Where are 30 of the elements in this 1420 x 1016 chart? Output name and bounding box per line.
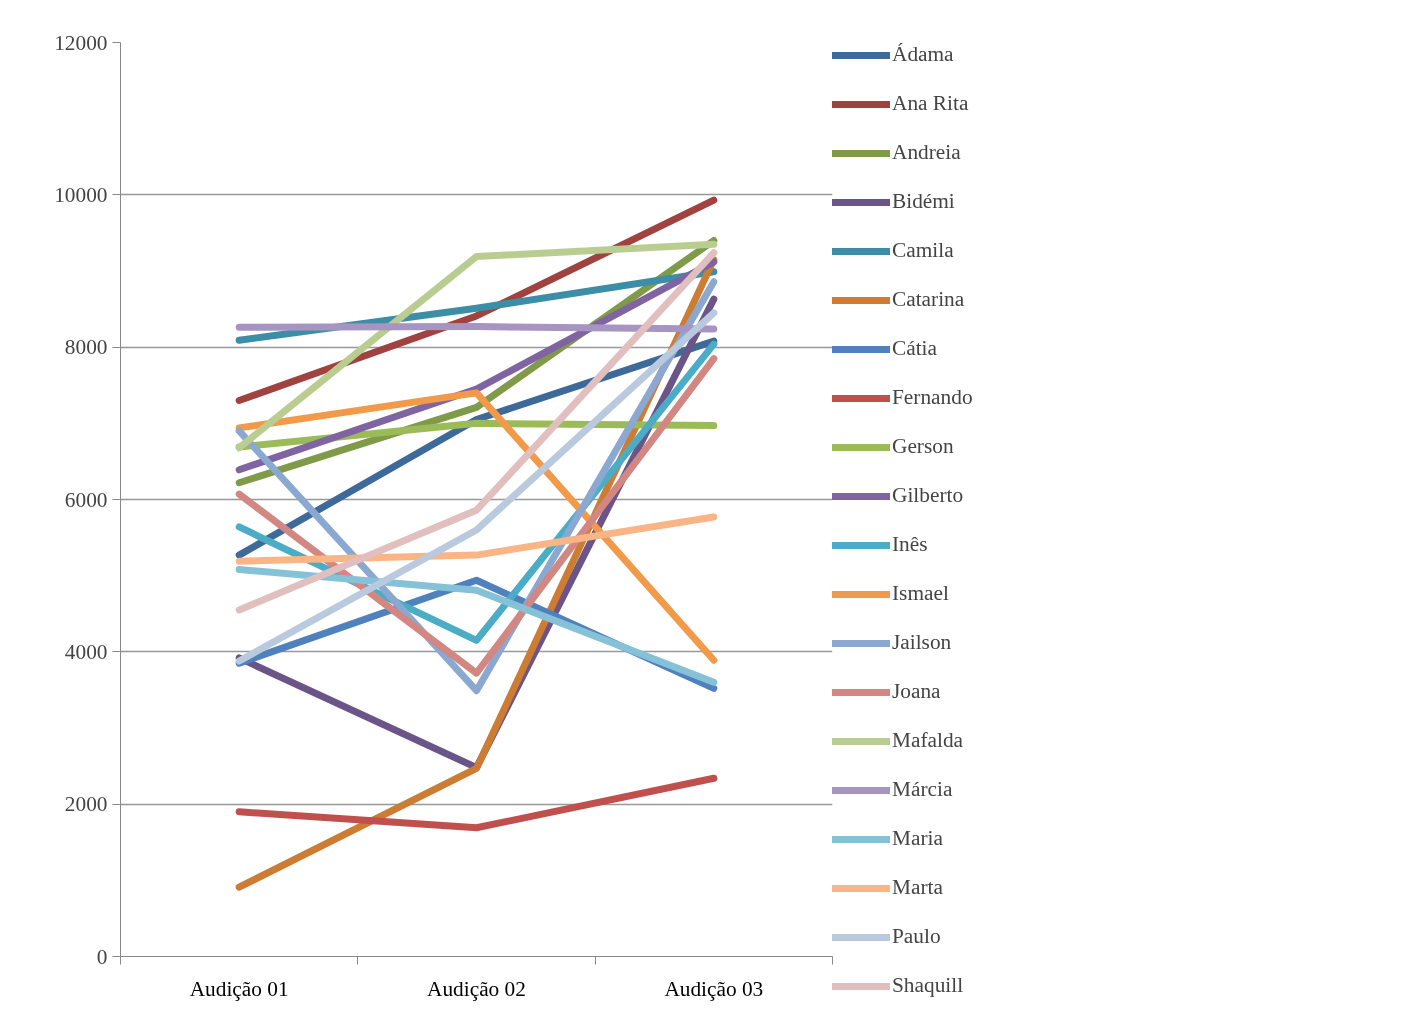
legend-label: Camila [892,238,954,263]
legend-label: Catarina [892,287,965,312]
legend-label: Andreia [892,140,961,165]
legend-label: Cátia [892,336,938,361]
y-tick-label: 10000 [54,182,108,207]
y-tick-label: 4000 [64,639,108,664]
legend-label: Ana Rita [892,91,969,116]
x-tick-label: Audição 03 [664,976,764,1001]
legend-label: Joana [892,679,941,704]
legend-label: Márcia [892,777,953,802]
x-tick-label: Audição 02 [427,976,526,1001]
legend-label: Fernando [892,385,973,410]
legend-label: Gerson [892,434,954,459]
y-tick-label: 0 [96,944,108,969]
legend-label: Ádama [892,42,954,67]
y-tick-label: 2000 [64,792,108,817]
legend-label: Bidémi [892,189,955,214]
y-tick-label: 8000 [64,335,108,360]
legend-label: Inês [892,532,928,557]
x-tick-label: Audição 01 [189,976,289,1001]
y-tick-label: 12000 [54,30,108,55]
legend-label: Marta [892,875,943,900]
legend-label: Paulo [892,924,941,949]
legend-label: Shaquill [892,973,964,998]
y-tick-label: 6000 [64,487,108,512]
legend-label: Ismael [892,581,949,606]
legend-label: Gilberto [892,483,964,508]
legend-label: Mafalda [892,728,964,753]
legend-label: Maria [892,826,943,851]
legend-label: Jailson [892,630,952,655]
